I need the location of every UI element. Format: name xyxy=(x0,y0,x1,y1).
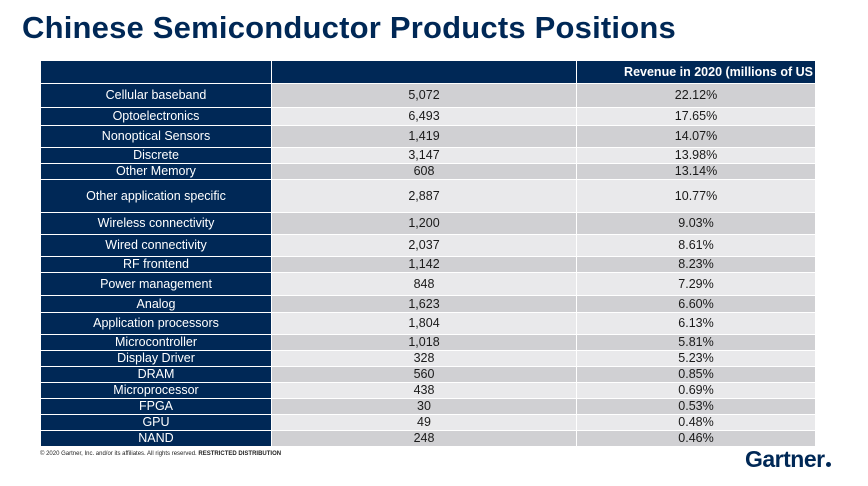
revenue-cell: 2,037 xyxy=(271,234,577,257)
share-cell: 14.07% xyxy=(576,125,816,148)
table-row: Nonoptical Sensors 1,419 14.07% xyxy=(40,125,816,148)
share-cell: 6.13% xyxy=(576,312,816,335)
table-row: Power management 848 7.29% xyxy=(40,272,816,296)
gartner-logo: Gartner xyxy=(745,446,831,473)
revenue-cell: 1,200 xyxy=(271,212,577,235)
table-body: Cellular baseband 5,072 22.12% Optoelectron… xyxy=(40,83,816,447)
row-label-cell: NAND xyxy=(40,430,272,447)
table-row: NAND 248 0.46% xyxy=(40,430,816,447)
row-label-cell: DRAM xyxy=(40,366,272,383)
table-row: Application processors 1,804 6.13% xyxy=(40,312,816,335)
revenue-cell: 438 xyxy=(271,382,577,399)
revenue-cell: 248 xyxy=(271,430,577,447)
logo-text: Gartner xyxy=(745,446,825,472)
table-row: FPGA 30 0.53% xyxy=(40,398,816,415)
table-row: DRAM 560 0.85% xyxy=(40,366,816,383)
share-cell: 8.23% xyxy=(576,256,816,273)
table-header-row: Revenue in 2020 (millions of US xyxy=(40,60,816,84)
share-cell: 22.12% xyxy=(576,83,816,108)
table-row: Microcontroller 1,018 5.81% xyxy=(40,334,816,351)
row-label-cell: Power management xyxy=(40,272,272,296)
share-cell: 17.65% xyxy=(576,107,816,126)
share-cell: 7.29% xyxy=(576,272,816,296)
column-header-revenue xyxy=(271,60,577,84)
row-label-cell: Nonoptical Sensors xyxy=(40,125,272,148)
row-label-cell: Analog xyxy=(40,295,272,313)
row-label-cell: Microcontroller xyxy=(40,334,272,351)
revenue-cell: 608 xyxy=(271,163,577,180)
share-cell: 5.23% xyxy=(576,350,816,367)
table-row: Microprocessor 438 0.69% xyxy=(40,382,816,399)
revenue-cell: 1,623 xyxy=(271,295,577,313)
table-row: Cellular baseband 5,072 22.12% xyxy=(40,83,816,108)
revenue-cell: 3,147 xyxy=(271,147,577,164)
revenue-cell: 6,493 xyxy=(271,107,577,126)
row-label-cell: Display Driver xyxy=(40,350,272,367)
revenue-cell: 1,419 xyxy=(271,125,577,148)
revenue-cell: 2,887 xyxy=(271,179,577,213)
revenue-cell: 1,018 xyxy=(271,334,577,351)
table-row: Wireless connectivity 1,200 9.03% xyxy=(40,212,816,235)
share-cell: 8.61% xyxy=(576,234,816,257)
logo-dot xyxy=(825,462,831,467)
page-title: Chinese Semiconductor Products Positions xyxy=(22,10,676,45)
revenue-cell: 560 xyxy=(271,366,577,383)
revenue-cell: 328 xyxy=(271,350,577,367)
share-cell: 13.98% xyxy=(576,147,816,164)
share-cell: 9.03% xyxy=(576,212,816,235)
row-label-cell: Wired connectivity xyxy=(40,234,272,257)
revenue-cell: 5,072 xyxy=(271,83,577,108)
share-cell: 0.46% xyxy=(576,430,816,447)
table-row: Display Driver 328 5.23% xyxy=(40,350,816,367)
share-cell: 5.81% xyxy=(576,334,816,351)
table-row: Discrete 3,147 13.98% xyxy=(40,147,816,164)
table-row: Other application specific 2,887 10.77% xyxy=(40,179,816,213)
table-row: Optoelectronics 6,493 17.65% xyxy=(40,107,816,126)
table-row: Other Memory 608 13.14% xyxy=(40,163,816,180)
share-cell: 0.69% xyxy=(576,382,816,399)
copyright-text: © 2020 Gartner, Inc. and/or its affiliat… xyxy=(40,451,197,457)
revenue-cell: 1,142 xyxy=(271,256,577,273)
footer-copyright: © 2020 Gartner, Inc. and/or its affiliat… xyxy=(40,451,281,457)
share-cell: 0.85% xyxy=(576,366,816,383)
revenue-cell: 848 xyxy=(271,272,577,296)
share-cell: 6.60% xyxy=(576,295,816,313)
revenue-cell: 49 xyxy=(271,414,577,431)
row-label-cell: Discrete xyxy=(40,147,272,164)
row-label-cell: Cellular baseband xyxy=(40,83,272,108)
table-row: RF frontend 1,142 8.23% xyxy=(40,256,816,273)
share-cell: 0.48% xyxy=(576,414,816,431)
table-row: Analog 1,623 6.60% xyxy=(40,295,816,313)
row-label-cell: Wireless connectivity xyxy=(40,212,272,235)
share-cell: 10.77% xyxy=(576,179,816,213)
row-label-cell: GPU xyxy=(40,414,272,431)
share-cell: 0.53% xyxy=(576,398,816,415)
restricted-label: RESTRICTED DISTRIBUTION xyxy=(198,451,282,457)
table-row: Wired connectivity 2,037 8.61% xyxy=(40,234,816,257)
column-header-share: Revenue in 2020 (millions of US xyxy=(576,60,816,84)
row-label-cell: FPGA xyxy=(40,398,272,415)
row-label-cell: Other Memory xyxy=(40,163,272,180)
table-row: GPU 49 0.48% xyxy=(40,414,816,431)
row-label-cell: RF frontend xyxy=(40,256,272,273)
revenue-table: Revenue in 2020 (millions of US Cellular… xyxy=(40,60,816,447)
row-label-cell: Other application specific xyxy=(40,179,272,213)
revenue-cell: 30 xyxy=(271,398,577,415)
share-cell: 13.14% xyxy=(576,163,816,180)
row-label-cell: Application processors xyxy=(40,312,272,335)
row-label-cell: Optoelectronics xyxy=(40,107,272,126)
row-label-cell: Microprocessor xyxy=(40,382,272,399)
column-header-category xyxy=(40,60,272,84)
revenue-cell: 1,804 xyxy=(271,312,577,335)
